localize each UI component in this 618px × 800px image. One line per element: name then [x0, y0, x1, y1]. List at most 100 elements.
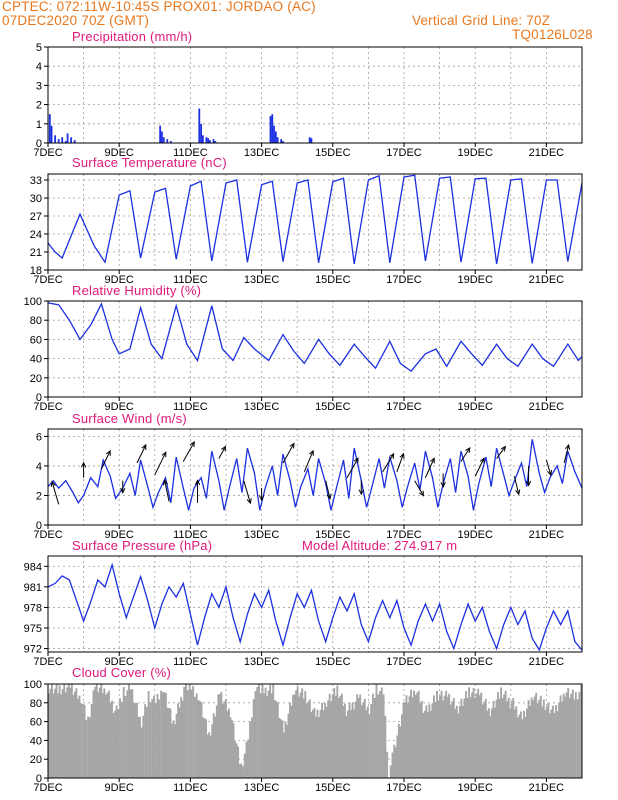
wind-wind-arrow-head: [389, 452, 395, 459]
cloud-area-column: [413, 690, 416, 778]
cloud-area-column: [153, 695, 155, 778]
humidity-ytick-label: 60: [30, 334, 42, 346]
cloud-area-column: [360, 705, 363, 778]
humidity-xtick-label: 17DEC: [386, 401, 422, 413]
cloud-area-column: [439, 695, 441, 778]
wind-wind-arrow-head: [465, 447, 471, 454]
cloud-area-column: [140, 727, 143, 778]
cloud-area-column: [561, 701, 564, 778]
cloud-area-column: [532, 700, 535, 778]
wind-wind-arrow: [154, 452, 167, 476]
humidity-xtick-label: 11DEC: [173, 401, 208, 413]
cloud-area-column: [124, 695, 127, 778]
precip-bar: [159, 125, 162, 143]
cloud-area-column: [504, 690, 507, 778]
wind-wind-arrow-head: [326, 493, 332, 500]
cloud-area-column: [449, 704, 452, 778]
cloud-area-column: [524, 716, 527, 778]
cloud-area-column: [115, 705, 118, 778]
cloud-area-column: [92, 690, 95, 778]
wind-wind-arrow: [218, 446, 226, 459]
cloud-area-column: [296, 686, 299, 778]
cloud-area-column: [337, 697, 340, 778]
temperature-series-line: [47, 174, 583, 265]
pressure-ytick-label: 981: [24, 582, 42, 594]
pressure-xtick-label: 19DEC: [457, 656, 493, 668]
cloud-area-column: [571, 689, 574, 778]
precip-bar: [162, 137, 165, 143]
cloud-area-column: [132, 703, 135, 778]
cloud-xtick-label: 19DEC: [457, 782, 493, 794]
cloud-area-column: [81, 703, 84, 778]
cloud-area-column: [574, 692, 577, 778]
cloud-area-column: [477, 688, 480, 778]
precip-frame: [47, 46, 583, 144]
cloud-area-column: [507, 697, 510, 778]
cloud-area-column: [80, 703, 82, 778]
cloud-area-column: [494, 707, 496, 778]
temperature-xtick-label: 15DEC: [315, 274, 351, 286]
cloud-ytick-label: 0: [36, 773, 42, 785]
precip-xtick-label: 7DEC: [33, 147, 62, 159]
cloud-area-column: [302, 698, 305, 778]
cloud-area-column: [461, 705, 464, 778]
cloud-area-column: [177, 703, 180, 778]
cloud-area-column: [445, 690, 448, 778]
cloud-area-column: [348, 703, 351, 778]
cloud-area-column: [425, 705, 428, 778]
cloud-area-column: [380, 687, 383, 778]
cloud-area-column: [101, 692, 104, 778]
humidity-xtick-label: 9DEC: [105, 401, 134, 413]
cloud-area-column: [272, 684, 275, 778]
cloud-area-column: [112, 713, 115, 778]
precip-bar: [308, 137, 311, 143]
cloud-area-column: [129, 689, 132, 778]
cloud-area-column: [73, 691, 76, 778]
cloud-area-column: [154, 702, 157, 778]
cloud-area-column: [550, 709, 553, 778]
cloud-area-column: [339, 695, 342, 778]
cloud-area-column: [437, 700, 440, 778]
wind-wind-arrow-head: [120, 487, 126, 494]
cloud-area-column: [530, 697, 533, 778]
cloud-area-column: [533, 696, 536, 778]
humidity-ytick-label: 20: [30, 373, 42, 385]
cloud-area-column: [463, 698, 466, 778]
wind-ytick-label: 4: [36, 461, 42, 473]
pressure-xtick-label: 11DEC: [173, 656, 208, 668]
cloud-area-column: [468, 687, 470, 778]
cloud-area-column: [576, 699, 579, 778]
cloud-area-column: [580, 684, 583, 778]
temperature-xtick-label: 7DEC: [33, 274, 62, 286]
cloud-area-column: [397, 723, 400, 778]
cloud-area-column: [95, 684, 98, 778]
cloud-area-column: [325, 707, 328, 778]
wind-wind-arrow: [164, 480, 170, 502]
cloud-area-column: [416, 692, 419, 778]
cloud-area-column: [321, 702, 324, 778]
cloud-area-column: [94, 686, 97, 778]
precip-xtick-label: 21DEC: [529, 147, 565, 159]
cloud-xtick-label: 9DEC: [105, 782, 134, 794]
cloud-area-column: [347, 710, 349, 778]
pressure-series-line: [47, 562, 583, 652]
cloud-area-column: [368, 714, 371, 778]
cloud-area-column: [480, 692, 483, 778]
cloud-area-column: [72, 695, 75, 778]
precip-ytick-label: 0: [36, 138, 42, 150]
cloud-area-column: [327, 700, 330, 778]
cloud-area-column: [319, 710, 322, 778]
wind-wind-arrow: [563, 444, 570, 464]
temperature-ytick-label: 18: [30, 265, 42, 277]
cloud-area-column: [275, 701, 278, 778]
cloud-area-column: [379, 690, 381, 778]
temperature-xtick-label: 11DEC: [173, 274, 208, 286]
wind-wind-arrow-head: [189, 440, 195, 448]
wind-wind-arrow-head: [479, 457, 485, 464]
cloud-area-column: [506, 701, 509, 778]
cloud-area-column: [423, 710, 426, 778]
cloud-area-column: [258, 684, 260, 778]
wind-wind-arrow: [182, 441, 195, 462]
cloud-xtick-label: 15DEC: [315, 782, 351, 794]
cloud-area-column: [195, 693, 198, 778]
